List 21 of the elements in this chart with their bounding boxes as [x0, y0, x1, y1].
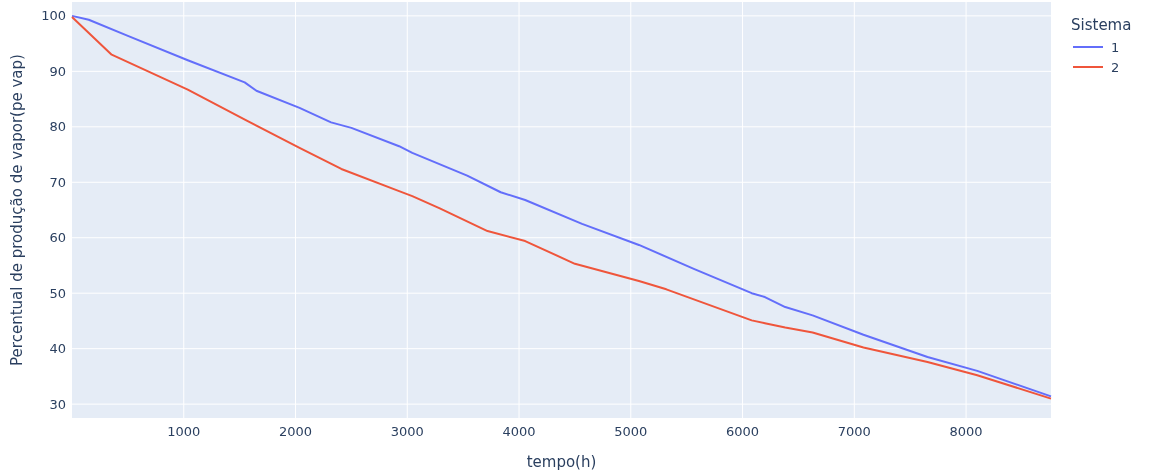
y-tick-label: 40 — [49, 341, 66, 357]
y-tick-label: 90 — [49, 63, 66, 79]
legend-label: 2 — [1111, 60, 1120, 75]
y-tick-label: 70 — [49, 174, 66, 190]
x-tick-label: 8000 — [949, 424, 983, 439]
y-tick-label: 80 — [49, 119, 66, 135]
legend-title: Sistema — [1071, 16, 1132, 34]
y-tick-label: 60 — [49, 230, 66, 246]
x-tick-label: 7000 — [837, 424, 871, 439]
x-tick-label: 6000 — [726, 424, 760, 439]
x-tick-label: 3000 — [390, 424, 424, 439]
y-tick-label: 100 — [41, 8, 66, 24]
x-axis-title: tempo(h) — [526, 453, 597, 471]
y-tick-label: 50 — [49, 285, 66, 301]
x-tick-label: 1000 — [167, 424, 201, 439]
legend-label: 1 — [1111, 40, 1120, 55]
y-axis-title: Percentual de produção de vapor(pe vap) — [8, 54, 26, 366]
x-tick-label: 2000 — [278, 424, 313, 439]
x-tick-label: 4000 — [502, 424, 536, 439]
y-tick-label: 30 — [49, 396, 66, 412]
x-tick-label: 5000 — [614, 424, 648, 439]
